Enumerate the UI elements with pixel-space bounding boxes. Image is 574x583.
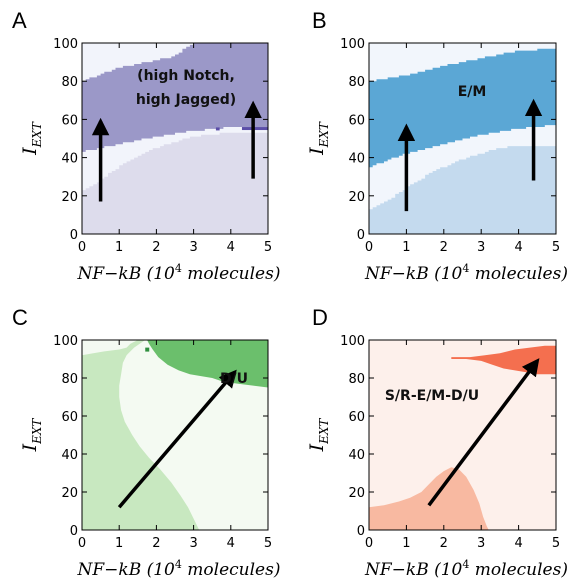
x-axis-label: NF−kB (104 molecules) [77,558,281,580]
x-tick-label: 2 [152,536,160,551]
panel-d: 0 1 2 3 4 5 0 20 40 60 80 100 NF−kB (104 molecules) I… [306,305,568,580]
y-tick-label: 80 [348,372,365,387]
y-tick-label: 100 [53,334,78,349]
y-tick-label: 40 [348,152,365,167]
x-tick-label: 0 [365,536,373,551]
x-tick-label: 3 [477,240,485,255]
x-tick-label: 4 [514,536,522,551]
y-tick-label: 0 [70,524,78,539]
main-region [147,340,268,388]
x-tick-label: 1 [115,240,123,255]
x-axis-label: NF−kB (104 molecules) [77,262,281,284]
region-annotation: D/U [220,371,248,387]
panel-letter: C [12,305,28,330]
x-tick-label: 1 [402,536,410,551]
x-tick-label: 4 [227,240,235,255]
region-annotation: E/M [458,84,487,100]
x-tick-label: 4 [227,536,235,551]
main-region [369,48,556,168]
lower-region [82,340,200,530]
region-annotation: (high Notch, [137,68,235,84]
region-annotation: S/R-E/M-D/U [385,388,479,404]
y-tick-label: 20 [348,190,365,205]
plot-frame [368,42,557,235]
x-tick-label: 0 [365,240,373,255]
y-tick-label: 0 [357,228,365,243]
y-tick-label: 20 [61,486,78,501]
plot-frame [81,339,269,531]
y-axis-label: IEXT [19,418,44,453]
panel-b: 0 1 2 3 4 5 0 20 40 60 80 100 NF−kB (104 molecules) I… [306,8,568,284]
x-tick-label: 0 [78,536,86,551]
y-tick-label: 100 [340,37,365,52]
y-tick-label: 80 [348,75,365,90]
y-tick-label: 40 [348,448,365,463]
panel-c: 0 1 2 3 4 5 0 20 40 60 80 100 NF−kB (104 molecules) I… [12,305,280,580]
y-tick-label: 60 [348,410,365,425]
y-tick-label: 0 [357,524,365,539]
x-tick-label: 0 [78,240,86,255]
y-tick-label: 60 [61,113,78,128]
lower-region [82,132,268,234]
panel-a: 0 1 2 3 4 5 0 20 40 60 80 100 NF−kB (104 molecules) I… [12,8,280,284]
region-edge-mark [145,347,150,352]
plot-frame [81,42,269,235]
y-tick-label: 40 [61,152,78,167]
y-tick-label: 80 [61,372,78,387]
y-axis-label: IEXT [306,418,331,453]
plot-frame [368,339,557,531]
x-tick-label: 3 [477,536,485,551]
y-tick-label: 0 [70,228,78,243]
region-edge-mark [241,127,268,131]
x-tick-label: 1 [115,536,123,551]
x-tick-label: 5 [552,240,560,255]
y-tick-label: 80 [61,75,78,90]
y-tick-label: 60 [61,410,78,425]
main-region [82,43,268,152]
x-tick-label: 3 [189,240,197,255]
y-tick-label: 20 [348,486,365,501]
y-axis-label: IEXT [306,121,331,156]
lower-region [369,146,556,234]
x-tick-label: 3 [189,536,197,551]
arrow [427,358,540,507]
region-edge-mark [215,127,220,131]
x-tick-label: 4 [514,240,522,255]
lower-region [369,467,489,530]
panel-letter: A [12,8,27,33]
x-tick-label: 2 [440,536,448,551]
x-tick-label: 5 [264,536,272,551]
x-axis-label: NF−kB (104 molecules) [364,558,568,580]
panel-letter: D [312,305,328,330]
y-tick-label: 60 [348,113,365,128]
x-tick-label: 2 [440,240,448,255]
panel-letter: B [312,8,327,33]
y-tick-label: 100 [53,37,78,52]
x-tick-label: 1 [402,240,410,255]
region-annotation: high Jagged) [136,92,236,108]
x-tick-label: 2 [152,240,160,255]
arrow [117,369,237,509]
y-axis-label: IEXT [19,121,44,156]
y-tick-label: 100 [340,334,365,349]
y-tick-label: 40 [61,448,78,463]
x-tick-label: 5 [552,536,560,551]
x-tick-label: 5 [264,240,272,255]
y-tick-label: 20 [61,190,78,205]
x-axis-label: NF−kB (104 molecules) [364,262,568,284]
